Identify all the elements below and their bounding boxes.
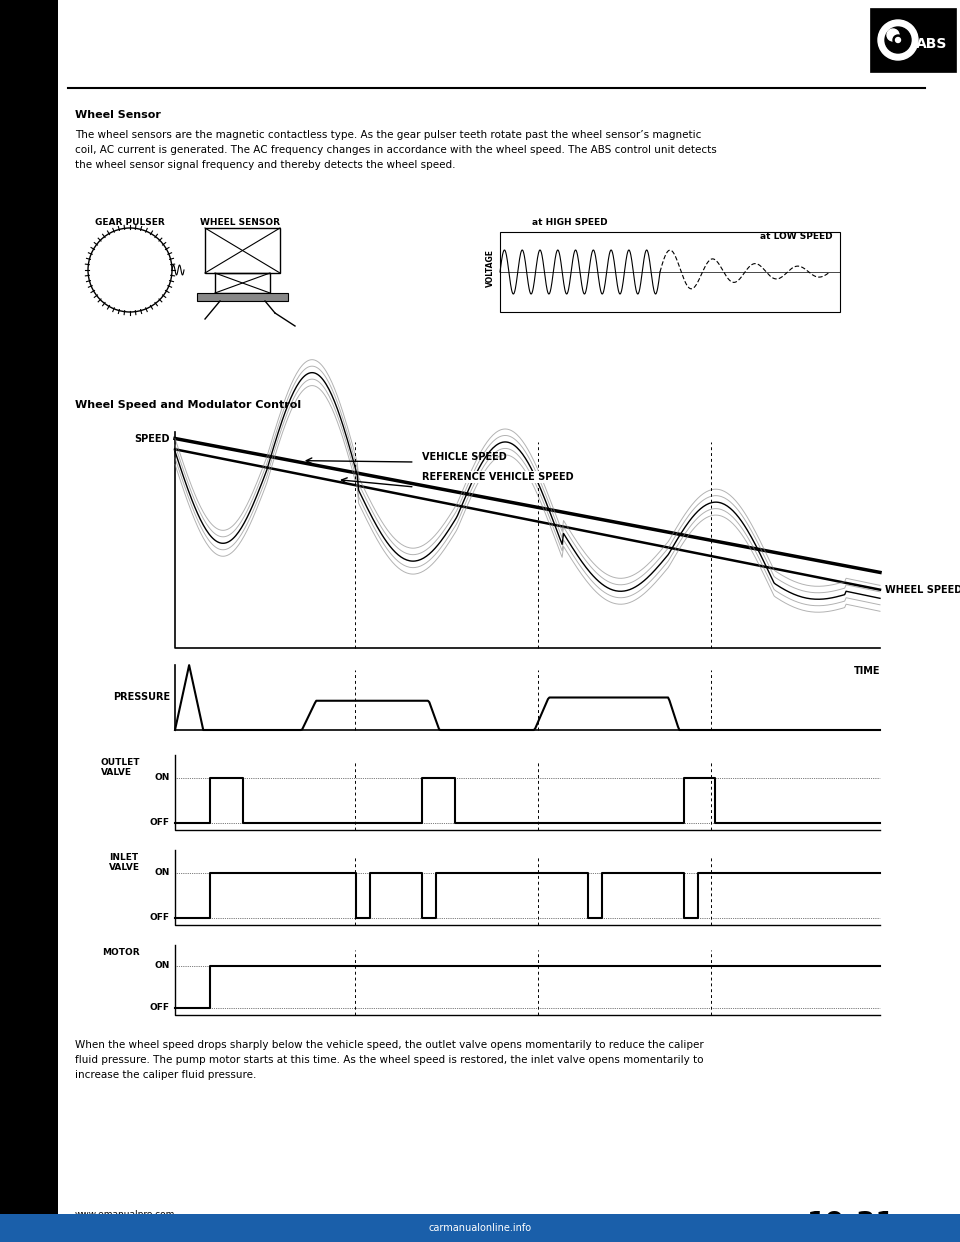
Text: OFF: OFF bbox=[150, 913, 170, 922]
Text: MOTOR: MOTOR bbox=[103, 948, 140, 958]
Text: VEHICLE SPEED: VEHICLE SPEED bbox=[421, 452, 507, 462]
Bar bbox=[205, 229, 280, 273]
Circle shape bbox=[885, 27, 911, 53]
Text: SPEED: SPEED bbox=[134, 433, 170, 443]
Circle shape bbox=[887, 29, 899, 41]
Ellipse shape bbox=[12, 982, 46, 1037]
Text: PRESSURE: PRESSURE bbox=[113, 692, 170, 702]
Text: ON: ON bbox=[155, 961, 170, 970]
Text: www.emanualpro.com: www.emanualpro.com bbox=[75, 1210, 176, 1218]
Text: Wheel Speed and Modulator Control: Wheel Speed and Modulator Control bbox=[75, 400, 301, 410]
Text: Wheel Sensor: Wheel Sensor bbox=[75, 111, 161, 120]
Text: When the wheel speed drops sharply below the vehicle speed, the outlet valve ope: When the wheel speed drops sharply below… bbox=[75, 1040, 704, 1079]
Text: WHEEL SPEED: WHEEL SPEED bbox=[885, 585, 960, 595]
Text: The wheel sensors are the magnetic contactless type. As the gear pulser teeth ro: The wheel sensors are the magnetic conta… bbox=[75, 130, 717, 170]
Text: 19-31: 19-31 bbox=[806, 1210, 895, 1238]
Bar bbox=[197, 293, 288, 301]
Bar bbox=[215, 273, 270, 293]
Text: VOLTAGE: VOLTAGE bbox=[486, 248, 494, 287]
Ellipse shape bbox=[12, 158, 46, 212]
Circle shape bbox=[893, 35, 903, 45]
Text: GEAR PULSER: GEAR PULSER bbox=[95, 219, 165, 227]
Text: WHEEL SENSOR: WHEEL SENSOR bbox=[200, 219, 280, 227]
Text: at HIGH SPEED: at HIGH SPEED bbox=[532, 219, 608, 227]
Ellipse shape bbox=[12, 587, 46, 642]
Text: INLET
VALVE: INLET VALVE bbox=[109, 853, 140, 872]
Text: REFERENCE VEHICLE SPEED: REFERENCE VEHICLE SPEED bbox=[421, 472, 573, 482]
Text: OUTLET
VALVE: OUTLET VALVE bbox=[101, 758, 140, 777]
Text: OFF: OFF bbox=[150, 818, 170, 827]
Bar bbox=[500, 232, 840, 312]
Bar bbox=[0, 1213, 960, 1242]
Text: carmanualonline.info: carmanualonline.info bbox=[428, 1223, 532, 1233]
Text: TIME: TIME bbox=[853, 666, 880, 676]
Circle shape bbox=[896, 37, 900, 42]
Circle shape bbox=[878, 20, 918, 60]
Text: ABS: ABS bbox=[916, 37, 948, 51]
Bar bbox=[0, 0, 58, 1242]
Text: at LOW SPEED: at LOW SPEED bbox=[760, 232, 832, 241]
Text: OFF: OFF bbox=[150, 1004, 170, 1012]
Text: ON: ON bbox=[155, 868, 170, 877]
Bar bbox=[870, 7, 956, 72]
Text: ON: ON bbox=[155, 773, 170, 782]
